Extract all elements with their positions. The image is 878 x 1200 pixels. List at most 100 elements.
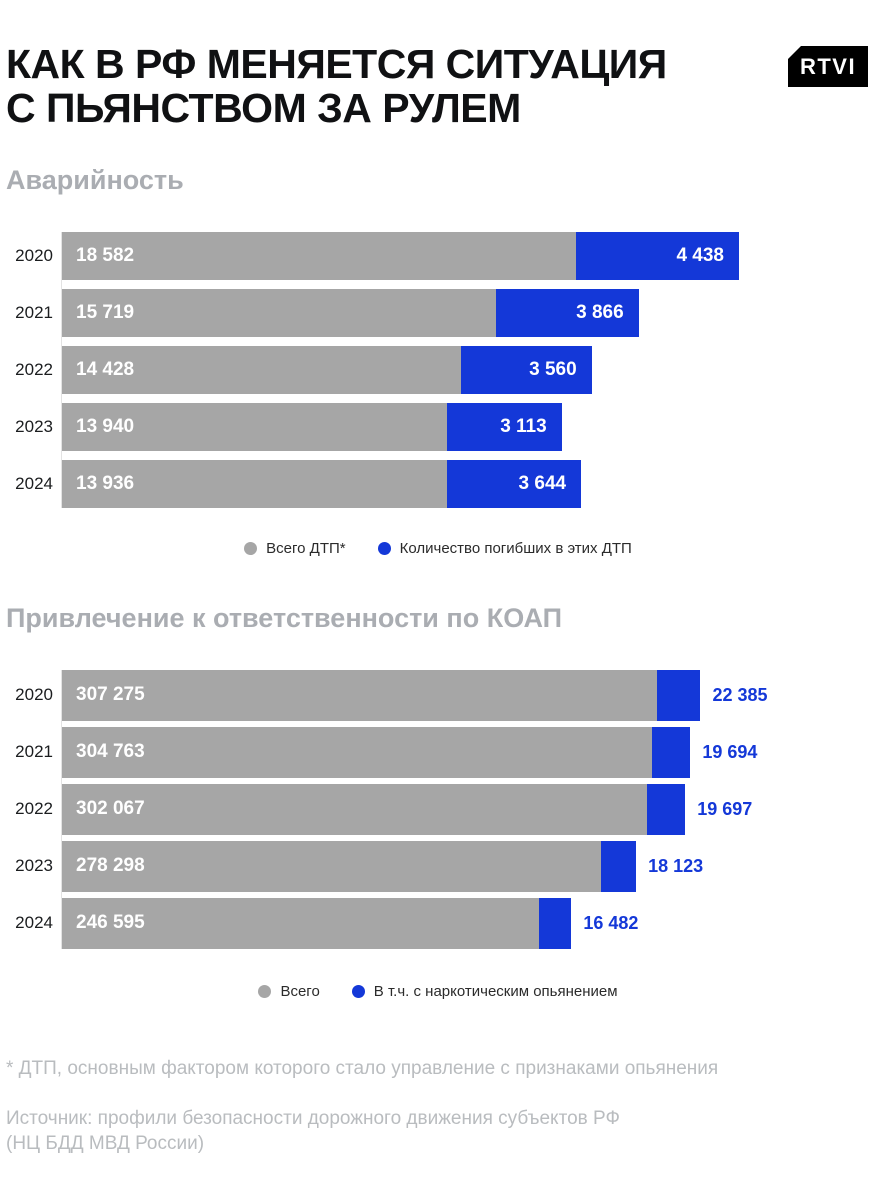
source-line-1: Источник: профили безопасности дорожного… [6,1107,620,1129]
year-label: 2024 [15,473,53,493]
year-label: 2023 [15,856,53,876]
legend-dot-gray [244,541,258,555]
bar-area: 278 298 18 123 [61,840,870,892]
infographic-page: КАК В РФ МЕНЯЕТСЯ СИТУАЦИЯ С ПЬЯНСТВОМ З… [6,42,870,1156]
bar-value-label-outside: 19 694 [702,741,758,762]
page-title: КАК В РФ МЕНЯЕТСЯ СИТУАЦИЯ С ПЬЯНСТВОМ З… [6,42,667,131]
bar-area: 15 719 3 866 [61,288,870,337]
bar-area: 13 936 3 644 [61,459,870,508]
legend-label: Количество погибших в этих ДТП [399,539,632,557]
legend-label: В т.ч. с наркотическим опьянением [373,982,618,1000]
header: КАК В РФ МЕНЯЕТСЯ СИТУАЦИЯ С ПЬЯНСТВОМ З… [6,42,870,131]
bar-segment-gray: 13 936 [61,459,447,508]
chart-row: 2021 15 719 3 866 [6,288,870,337]
legend-label: Всего [280,982,320,1000]
bar-segment-gray: 15 719 [61,288,497,337]
bar-value-label-outside: 18 123 [648,855,704,876]
chart-row: 2022 14 428 3 560 [6,345,870,394]
bar-value-label: 3 866 [576,301,624,323]
bar-value-label: 278 298 [76,855,145,877]
bar-value-label: 246 595 [76,912,145,934]
bar-value-label: 304 763 [76,741,145,763]
year-label: 2022 [15,359,53,379]
bar-segment-blue: 3 644 [447,459,582,508]
bar-segment-gray: 18 582 [61,231,576,280]
bar-area: 14 428 3 560 [61,345,870,394]
title-line-1: КАК В РФ МЕНЯЕТСЯ СИТУАЦИЯ [6,41,667,87]
bar-value-label: 302 067 [76,798,145,820]
bar-value-label: 3 113 [500,415,547,437]
chart-accidents: Аварийность 2020 18 582 4 438 2021 15 719 3 8… [6,165,870,557]
chart-row: 2021 304 763 19 694 [6,726,870,778]
year-label: 2020 [15,245,53,265]
legend-dot-gray [258,984,272,998]
bar-segment-blue [539,897,572,949]
legend-item: Количество погибших в этих ДТП [377,539,632,557]
bar-area: 304 763 19 694 [61,726,870,778]
legend-item: Всего [258,982,320,1000]
bar-segment-gray: 302 067 [61,783,647,835]
year-label: 2021 [15,742,53,762]
year-label: 2022 [15,799,53,819]
title-line-2: С ПЬЯНСТВОМ ЗА РУЛЕМ [6,85,521,132]
chart-row: 2024 13 936 3 644 [6,459,870,508]
bar-value-label: 18 582 [76,244,135,266]
footnote-asterisk: * ДТП, основным фактором которого стало … [6,1057,719,1079]
chart-row: 2020 307 275 22 385 [6,669,870,721]
chart-legend: Всего ДТП* Количество погибших в этих ДТП [6,540,870,557]
legend-label: Всего ДТП* [266,539,346,557]
rtvi-logo-text: RTVI [799,53,857,79]
bar-area: 246 595 16 482 [61,897,870,949]
bar-segment-gray: 278 298 [61,840,601,892]
bar-segment-blue [600,840,637,892]
bar-segment-blue: 3 113 [447,402,562,451]
bar-value-label: 4 438 [676,244,724,266]
bar-segment-blue: 3 560 [460,345,592,394]
chart-rows: 2020 307 275 22 385 2021 304 763 19 694 2022 30… [6,669,870,949]
chart-row: 2023 278 298 18 123 [6,840,870,892]
bar-value-label-outside: 22 385 [712,684,768,705]
bar-area: 302 067 19 697 [61,783,870,835]
bar-value-label-outside: 16 482 [583,912,639,933]
bar-value-label-outside: 19 697 [697,798,753,819]
bar-value-label: 13 936 [76,472,135,494]
chart-rows: 2020 18 582 4 438 2021 15 719 3 866 2022 14 428… [6,231,870,508]
bar-value-label: 3 560 [529,358,577,380]
bar-segment-blue [657,669,701,721]
bar-segment-blue [652,726,691,778]
bar-segment-blue [647,783,686,835]
bar-value-label: 307 275 [76,684,145,706]
rtvi-logo: RTVI [788,46,868,87]
bar-area: 13 940 3 113 [61,402,870,451]
chart-row: 2020 18 582 4 438 [6,231,870,280]
bar-value-label: 13 940 [76,415,135,437]
legend-item: В т.ч. с наркотическим опьянением [351,982,618,1000]
bar-segment-blue: 4 438 [575,231,739,280]
source-note: Источник: профили безопасности дорожного… [6,1106,870,1156]
bar-value-label: 3 644 [518,472,567,494]
bar-segment-gray: 13 940 [61,402,448,451]
source-line-2: (НЦ БДД МВД России) [6,1132,205,1154]
year-label: 2021 [15,302,53,322]
bar-segment-gray: 304 763 [61,726,653,778]
bar-value-label: 15 719 [76,301,135,323]
legend-dot-blue [351,984,365,998]
year-label: 2020 [15,685,53,705]
chart-row: 2024 246 595 16 482 [6,897,870,949]
year-label: 2024 [15,913,53,933]
bar-segment-gray: 246 595 [61,897,540,949]
legend-item: Всего ДТП* [244,539,346,557]
bar-area: 307 275 22 385 [61,669,870,721]
chart-row: 2023 13 940 3 113 [6,402,870,451]
chart-row: 2022 302 067 19 697 [6,783,870,835]
section-title-accidents: Аварийность [6,164,184,195]
bar-segment-blue: 3 866 [496,288,639,337]
chart-legend: Всего В т.ч. с наркотическим опьянением [6,983,870,1000]
bar-area: 18 582 4 438 [61,231,870,280]
section-title-koap: Привлечение к ответственности по КОАП [6,602,563,633]
bar-value-label: 14 428 [76,358,135,380]
bar-segment-gray: 14 428 [61,345,461,394]
bar-segment-gray: 307 275 [61,669,658,721]
chart-koap: Привлечение к ответственности по КОАП 20… [6,603,870,1000]
year-label: 2023 [15,416,53,436]
